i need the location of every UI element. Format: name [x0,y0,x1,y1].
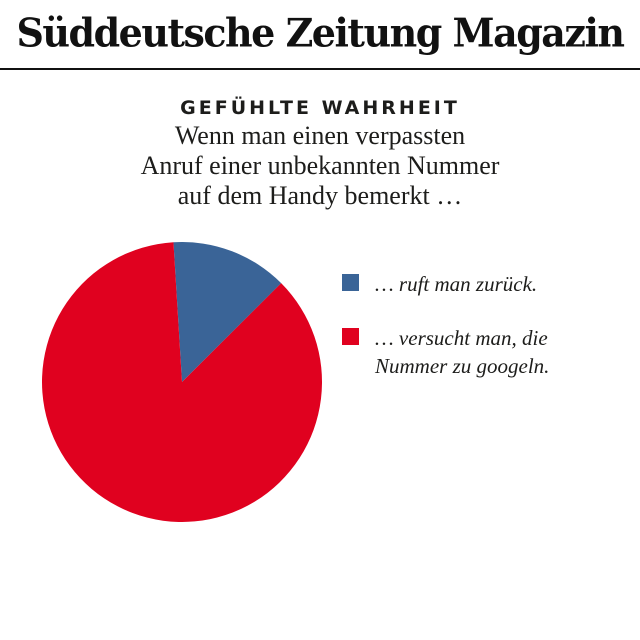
legend-swatch-red [342,328,359,345]
masthead-rule [0,68,640,70]
chart-subtitle-line-2: Anruf einer unbekannten Nummer [140,151,500,180]
legend-swatch-blue [342,274,359,291]
legend-item-google: … versucht man, die Nummer zu googeln. [342,324,602,380]
chart-subtitle-line-1: Wenn man einen verpassten [174,121,466,150]
legend-label-callback-line-1: … ruft man zurück. [375,272,538,296]
chart-subtitle: Wenn man einen verpassten Anruf einer un… [0,121,640,211]
legend: … ruft man zurück. … versucht man, die N… [342,270,602,406]
pie-slice-1 [173,242,282,382]
chart-subtitle-line-3: auf dem Handy bemerkt … [177,181,463,210]
legend-label-callback: … ruft man zurück. [375,270,537,298]
legend-label-google-line-1: … versucht man, die [375,326,548,350]
legend-label-google: … versucht man, die Nummer zu googeln. [375,324,549,380]
legend-label-google-line-2: Nummer zu googeln. [375,354,550,378]
pie-slice-2 [41,242,322,523]
masthead-logo: Süddeutsche Zeitung Magazin [16,9,625,56]
legend-item-callback: … ruft man zurück. [342,270,602,298]
pie-chart [41,242,322,523]
pie-chart-svg [41,242,322,523]
chart-title: GEFÜHLTE WAHRHEIT [180,97,460,119]
